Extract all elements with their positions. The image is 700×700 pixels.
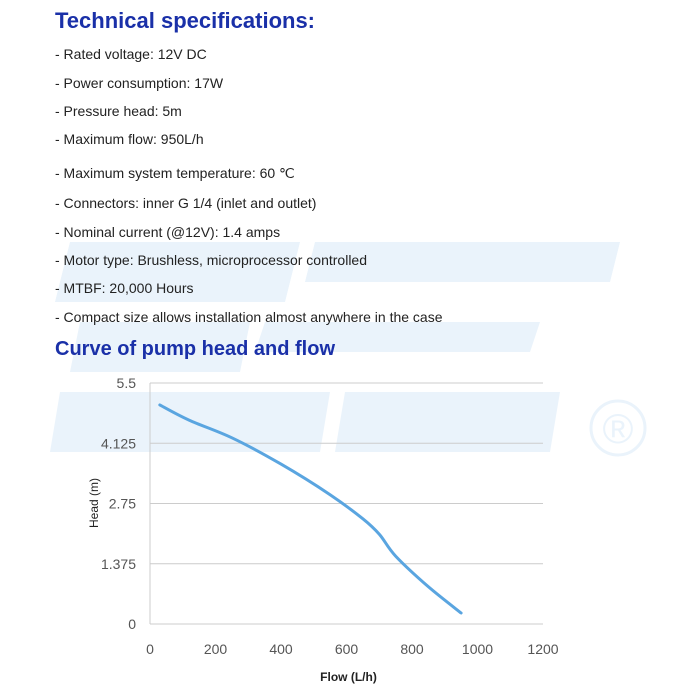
x-tick-label: 600	[335, 641, 359, 657]
x-tick-label: 1200	[527, 641, 558, 657]
chart-title: Curve of pump head and flow	[55, 338, 336, 360]
spec-item: - Maximum system temperature: 60 ℃	[55, 165, 295, 181]
registered-symbol: ®	[603, 405, 634, 452]
spec-item: - Connectors: inner G 1/4 (inlet and out…	[55, 195, 317, 211]
registered-circle	[589, 399, 647, 457]
spec-item: - Nominal current (@12V): 1.4 amps	[55, 224, 281, 240]
page-title: Technical specifications:	[55, 8, 316, 33]
watermark-shapes	[50, 242, 620, 452]
spec-item: - Rated voltage: 12V DC	[55, 46, 207, 62]
x-axis-title: Flow (L/h)	[320, 670, 377, 684]
spec-item: - Maximum flow: 950L/h	[55, 131, 204, 147]
spec-item: - Compact size allows installation almos…	[55, 309, 443, 325]
x-tick-label: 1000	[462, 641, 493, 657]
spec-item: - Power consumption: 17W	[55, 75, 224, 91]
y-tick-label: 0	[128, 616, 136, 632]
x-tick-label: 0	[146, 641, 154, 657]
spec-item: - Pressure head: 5m	[55, 103, 182, 119]
spec-item: - MTBF: 20,000 Hours	[55, 280, 194, 296]
y-tick-label: 2.75	[109, 496, 136, 512]
series-line-head	[158, 403, 463, 615]
y-tick-label: 1.375	[101, 556, 136, 572]
x-tick-label: 800	[400, 641, 424, 657]
y-axis-title: Head (m)	[87, 478, 101, 528]
y-tick-label: 4.125	[101, 435, 136, 451]
x-tick-label: 400	[269, 641, 293, 657]
x-tick-label: 200	[204, 641, 228, 657]
y-tick-label: 5.5	[117, 375, 137, 391]
spec-item: - Motor type: Brushless, microprocessor …	[55, 252, 367, 268]
